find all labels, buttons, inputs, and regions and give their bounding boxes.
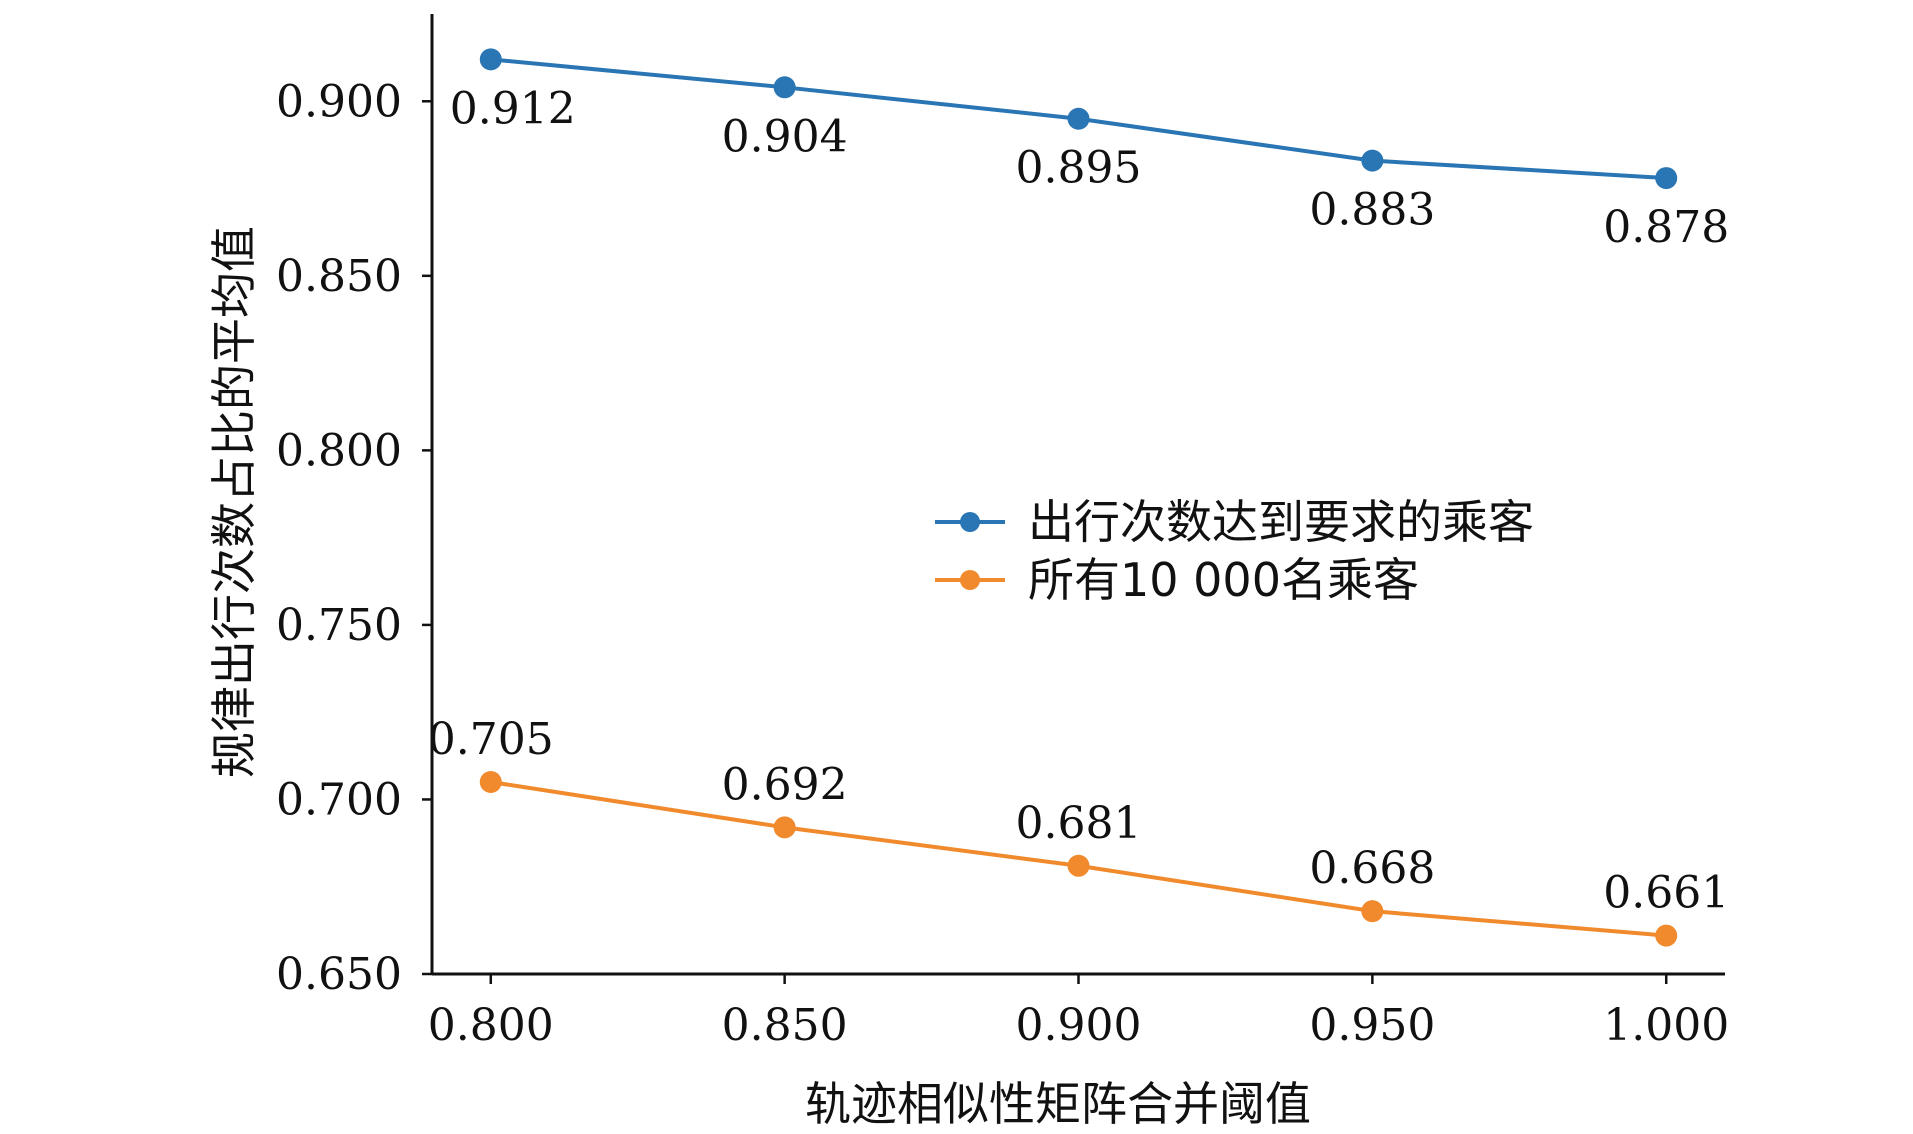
series-0-point-2 <box>1067 107 1090 130</box>
legend-marker-0 <box>960 512 980 532</box>
legend-marker-1 <box>960 570 980 590</box>
x-ticks: 0.800 0.850 0.900 0.950 1.000 <box>428 974 1729 1051</box>
series-layer <box>479 48 1678 947</box>
series-0-point-4 <box>1655 167 1678 190</box>
x-axis-title: 轨迹相似性矩阵合并阈值 <box>805 1077 1311 1131</box>
series-1-data-label-0: 0.705 <box>428 714 554 765</box>
data-labels: 0.912 0.904 0.895 0.883 0.878 0.705 0.692 0.681… <box>428 83 1729 918</box>
y-axis-title: 规律出行次数占比的平均值 <box>207 226 261 778</box>
series-1-point-1 <box>773 816 796 839</box>
series-0-point-3 <box>1361 149 1384 172</box>
series-1-data-label-2: 0.681 <box>1016 798 1142 849</box>
series-1-data-label-1: 0.692 <box>722 759 848 810</box>
series-0-data-label-0: 0.912 <box>450 83 576 134</box>
x-tick-label-1: 0.850 <box>722 1000 848 1051</box>
legend-label-1: 所有10 000名乘客 <box>1028 553 1419 607</box>
series-0-data-label-2: 0.895 <box>1016 143 1142 194</box>
legend-item-0: 出行次数达到要求的乘客 <box>935 495 1534 549</box>
series-1-point-4 <box>1655 924 1678 947</box>
x-tick-label-0: 0.800 <box>428 1000 554 1051</box>
series-1-point-0 <box>479 771 502 793</box>
series-1-point-3 <box>1361 900 1384 923</box>
series-1-point-2 <box>1067 854 1090 877</box>
x-tick-label-4: 1.000 <box>1603 1000 1729 1051</box>
y-tick-label-3: 0.800 <box>276 425 402 476</box>
series-1-data-label-3: 0.668 <box>1309 843 1435 894</box>
series-0-data-label-1: 0.904 <box>722 111 848 162</box>
series-1-data-label-4: 0.661 <box>1603 868 1729 919</box>
x-tick-label-2: 0.900 <box>1016 1000 1142 1051</box>
y-tick-label-4: 0.850 <box>276 251 402 302</box>
y-ticks: 0.650 0.700 0.750 0.800 0.850 0.900 <box>276 76 432 1000</box>
legend-label-0: 出行次数达到要求的乘客 <box>1028 495 1534 549</box>
series-0-data-label-3: 0.883 <box>1309 185 1435 236</box>
x-tick-label-3: 0.950 <box>1309 1000 1435 1051</box>
series-0-point-0 <box>479 48 502 71</box>
series-0-point-1 <box>773 76 796 99</box>
legend-item-1: 所有10 000名乘客 <box>935 553 1419 607</box>
y-tick-label-2: 0.750 <box>276 600 402 651</box>
series-0-data-label-4: 0.878 <box>1603 202 1729 253</box>
y-tick-label-1: 0.700 <box>276 774 402 825</box>
y-tick-label-5: 0.900 <box>276 76 402 127</box>
y-tick-label-0: 0.650 <box>276 949 402 1000</box>
legend: 出行次数达到要求的乘客 所有10 000名乘客 <box>935 495 1534 607</box>
